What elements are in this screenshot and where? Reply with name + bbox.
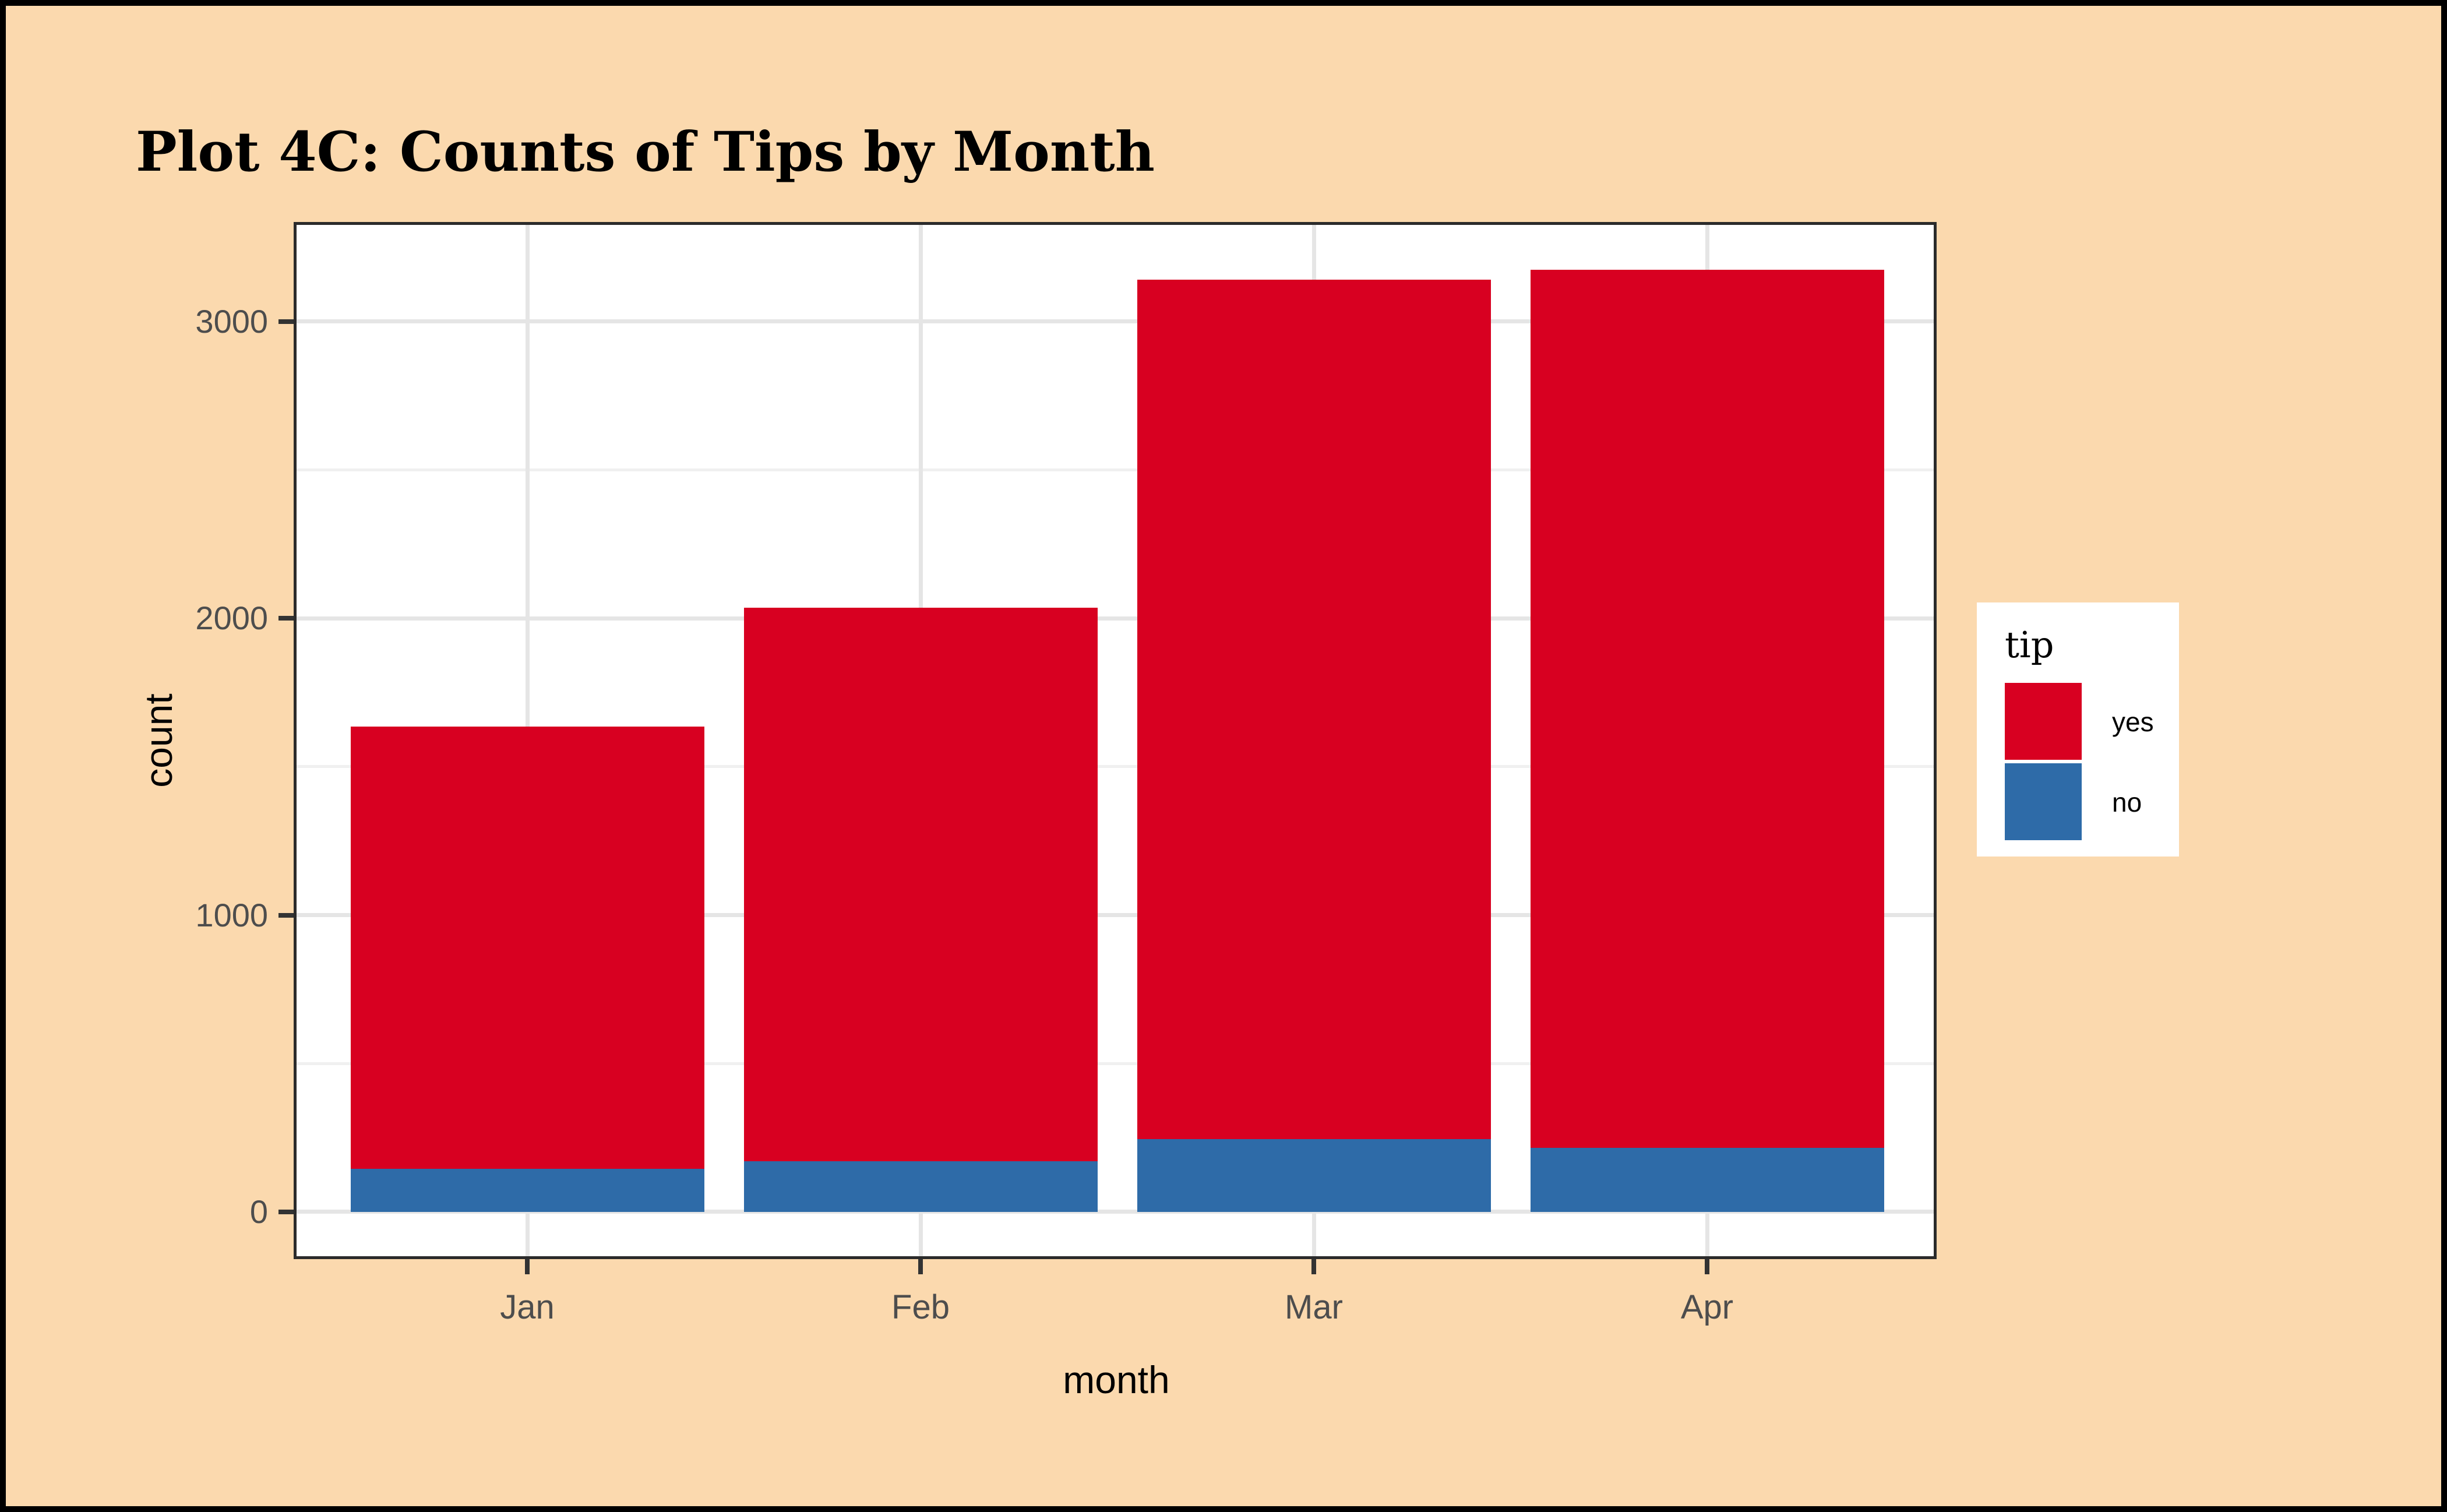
bar-segment-no-Apr — [1530, 1148, 1884, 1212]
gridline-major-2000 — [294, 616, 1937, 621]
x-tick-mark-Mar — [1311, 1259, 1316, 1274]
bar-segment-yes-Apr — [1530, 269, 1884, 1148]
legend-swatch-yes — [2005, 683, 2082, 760]
y-tick-label-2000: 2000 — [195, 600, 268, 637]
legend: tip yes no — [1977, 602, 2179, 857]
y-tick-mark-0 — [278, 1209, 294, 1214]
x-axis-title: month — [1063, 1358, 1170, 1401]
x-tick-mark-Apr — [1705, 1259, 1709, 1274]
x-tick-label-Feb: Feb — [891, 1288, 950, 1326]
legend-title: tip — [2005, 623, 2054, 666]
legend-label-yes: yes — [2112, 707, 2154, 737]
x-tick-label-Apr: Apr — [1680, 1288, 1734, 1326]
x-tick-label-Jan: Jan — [500, 1288, 555, 1326]
x-tick-label-Mar: Mar — [1285, 1288, 1343, 1326]
y-tick-mark-3000 — [278, 319, 294, 324]
y-tick-label-0: 0 — [249, 1193, 268, 1230]
gridline-major-3000 — [294, 319, 1937, 324]
bar-segment-no-Jan — [350, 1169, 704, 1212]
gridline-major-0 — [294, 1210, 1937, 1214]
gridline-minor-1500 — [294, 765, 1937, 769]
bar-segment-yes-Jan — [350, 727, 704, 1169]
bar-segment-no-Feb — [743, 1161, 1098, 1212]
y-tick-label-1000: 1000 — [195, 896, 268, 933]
gridline-major-1000 — [294, 913, 1937, 918]
y-axis-title: count — [137, 693, 180, 788]
bar-segment-no-Mar — [1137, 1139, 1491, 1212]
bar-segment-yes-Mar — [1137, 280, 1491, 1140]
plot-panel — [294, 222, 1937, 1259]
legend-label-no: no — [2112, 787, 2142, 817]
legend-swatch-no — [2005, 763, 2082, 840]
x-tick-mark-Jan — [525, 1259, 530, 1274]
gridline-minor-500 — [294, 1062, 1937, 1065]
chart-title: Plot 4C: Counts of Tips by Month — [136, 120, 1155, 184]
gridline-minor-2500 — [294, 468, 1937, 471]
y-tick-mark-1000 — [278, 912, 294, 918]
y-tick-label-3000: 3000 — [195, 302, 268, 340]
x-tick-mark-Feb — [918, 1259, 923, 1274]
bar-segment-yes-Feb — [743, 608, 1098, 1162]
y-tick-mark-2000 — [278, 616, 294, 621]
